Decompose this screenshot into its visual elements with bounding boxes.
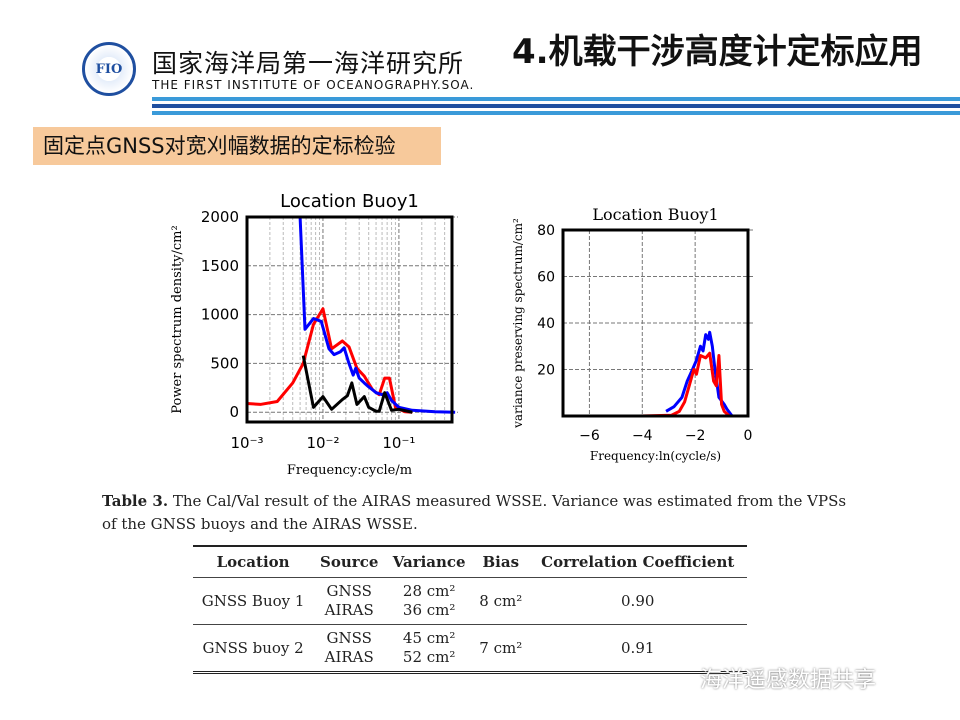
cell-corr: 0.91	[621, 638, 655, 657]
y-tick-label: 60	[537, 270, 555, 286]
cell-bias: 8 cm²	[473, 577, 529, 625]
calval-table: Location Source Variance Bias Correlation Co…	[193, 545, 747, 674]
header-stripe	[152, 104, 960, 108]
charts: 10⁻³ 10⁻² 10⁻¹ 0 500 1000 1500 2000 Location Buo…	[170, 191, 754, 478]
fio-logo: FIO	[82, 42, 136, 96]
x-tick-label: −2	[685, 428, 706, 444]
y-tick-label: 20	[537, 363, 555, 379]
y-tick-label: 1000	[201, 306, 239, 324]
y-tick-label: 2000	[201, 208, 239, 226]
chart-title: Location Buoy1	[592, 205, 718, 224]
chart-title: Location Buoy1	[280, 191, 419, 212]
series-line	[639, 351, 748, 418]
col-header: Location	[193, 546, 314, 578]
y-tick-label: 1500	[201, 257, 239, 275]
variance: 45 cm²	[402, 629, 456, 647]
cell-location: GNSS buoy 2	[202, 638, 304, 657]
x-tick-label: 10⁻¹	[382, 434, 415, 452]
caption-label: Table 3.	[102, 492, 169, 510]
source: AIRAS	[324, 648, 374, 666]
variance: 28 cm²	[402, 582, 456, 600]
y-tick-label: 500	[210, 354, 239, 372]
variance: 52 cm²	[402, 648, 456, 666]
header-stripe	[152, 111, 960, 115]
source: AIRAS	[324, 601, 374, 619]
x-tick-label: 0	[744, 428, 753, 444]
cell-location: GNSS Buoy 1	[193, 577, 314, 625]
header-stripe	[152, 97, 960, 101]
series-line	[301, 355, 413, 414]
x-tick-label: −6	[579, 428, 600, 444]
x-tick-label: 10⁻³	[230, 434, 263, 452]
x-axis-label: Frequency:cycle/m	[287, 463, 412, 478]
slide-title: 4.机载干涉高度计定标应用	[512, 32, 923, 72]
source: GNSS	[326, 629, 372, 647]
table-row: GNSS buoy 2 GNSS AIRAS 45 cm² 52 cm² 7 cm² 0.9…	[193, 625, 747, 673]
table-row: GNSS Buoy 1 GNSS AIRAS 28 cm² 36 cm² 8 cm² 0.9…	[193, 577, 747, 625]
series-line	[246, 307, 413, 414]
y-tick-label: 40	[537, 316, 555, 332]
y-tick-label: 80	[537, 223, 555, 239]
caption-text: The Cal/Val result of the AIRAS measured…	[102, 492, 847, 533]
series-line	[298, 216, 456, 414]
col-header: Bias	[473, 546, 529, 578]
variance: 36 cm²	[402, 601, 456, 619]
plot-frame	[561, 228, 750, 418]
cell-bias: 7 cm²	[479, 638, 523, 657]
col-header: Source	[313, 546, 386, 578]
x-axis-label: Frequency:ln(cycle/s)	[590, 449, 721, 463]
org-name-en: THE FIRST INSTITUTE OF OCEANOGRAPHY.SOA.	[152, 78, 475, 92]
series-line	[665, 330, 738, 418]
section-subtitle: 固定点GNSS对宽刈幅数据的定标检验	[33, 127, 441, 165]
x-tick-label: −4	[632, 428, 653, 444]
plot-frame	[245, 215, 454, 424]
cell-variance: 28 cm² 36 cm²	[385, 577, 474, 625]
y-axis-label: Power spectrum density/cm²	[170, 225, 185, 413]
y-axis-label: variance preserving spectrum/cm²	[511, 218, 525, 429]
source: GNSS	[326, 582, 372, 600]
org-name-cn: 国家海洋局第一海洋研究所	[152, 49, 465, 78]
cell-source: GNSS AIRAS	[313, 577, 386, 625]
cell-variance: 45 cm² 52 cm²	[385, 625, 473, 673]
col-header: Correlation Coefficient	[528, 546, 747, 578]
vps-chart: −6 −4 −2 0 20 40 60 80 Location Buoy1 Frequency:l…	[511, 205, 754, 463]
watermark: 海洋遥感数据共享	[700, 668, 877, 693]
cell-source: GNSS AIRAS	[313, 625, 385, 673]
table-caption: Table 3. The Cal/Val result of the AIRAS…	[102, 490, 862, 536]
y-tick-label: 0	[229, 403, 239, 421]
col-header: Variance	[385, 546, 474, 578]
psd-chart: 10⁻³ 10⁻² 10⁻¹ 0 500 1000 1500 2000 Location Buo…	[170, 191, 458, 478]
cell-corr: 0.90	[528, 577, 747, 625]
x-tick-label: 10⁻²	[306, 434, 339, 452]
